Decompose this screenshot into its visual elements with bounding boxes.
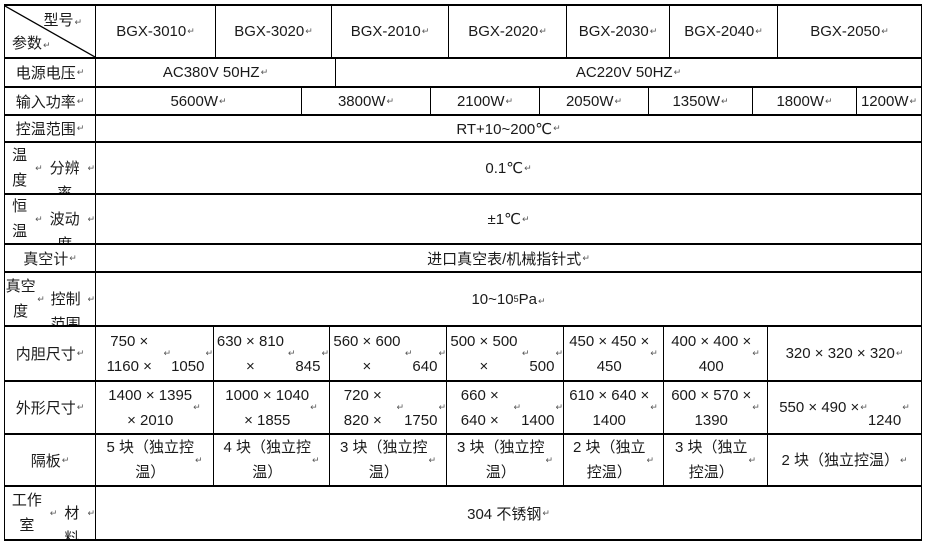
diagonal-divider xyxy=(5,6,95,57)
shelves-cell: 3 块（独立 控温） ↵ xyxy=(664,435,768,485)
resolution-row: 温度 ↵ 分辨率 ↵ 0.1℃ ↵ xyxy=(5,143,921,195)
voltage-row: 电源电压 ↵ AC380V 50HZ ↵ AC220V 50HZ ↵ xyxy=(5,59,921,88)
inner-size-cell: 750 × 1160 × ↵ 1050 ↵ xyxy=(96,327,214,380)
corner-param-label: 参数↵ xyxy=(12,35,51,52)
fluctuation-value: ±1℃ ↵ xyxy=(487,211,530,228)
outer-size-cell: 550 × 490 × ↵ 1240 ↵ xyxy=(779,399,910,429)
model-header-cell: BGX-2030 ↵ xyxy=(567,6,670,57)
corner-header-cell: 型号↵ 参数↵ xyxy=(5,6,96,57)
model-header-cell: BGX-3010 ↵ xyxy=(96,6,216,57)
outer-size-cell: 720 × 820 × ↵ 1750 ↵ xyxy=(330,382,447,433)
row-label: 恒温↵ 波动度↵ xyxy=(5,195,96,243)
voltage-380-cell: AC380V 50HZ ↵ xyxy=(96,59,336,86)
vacuum-gauge-value: 进口真空表/机械指针式 ↵ xyxy=(427,250,590,268)
row-label: 隔板 ↵ xyxy=(5,435,96,485)
shelves-row: 隔板 ↵ 5 块（独立控 温） ↵ 4 块（独立控 温） ↵ 3 块（独立控 温） ↵ … xyxy=(5,435,921,487)
inner-size-row: 内胆尺寸 ↵ 750 × 1160 × ↵ 1050 ↵ 630 × 810 × ↵… xyxy=(5,327,921,382)
row-label: 输入功率 ↵ xyxy=(5,88,96,114)
resolution-value: 0.1℃ ↵ xyxy=(485,160,532,177)
power-cell: 2100W ↵ xyxy=(431,88,540,114)
inner-size-cell: 500 × 500 × ↵ 500 ↵ xyxy=(447,327,564,380)
voltage-220-cell: AC220V 50HZ ↵ xyxy=(575,64,682,81)
power-cell: 1200W ↵ xyxy=(860,92,918,110)
power-cell: 2050W ↵ xyxy=(540,88,649,114)
outer-size-cell: 1400 × 1395 × 2010 ↵ xyxy=(96,382,214,433)
vacuum-range-base: 10~10 xyxy=(471,290,514,308)
model-header-cell: BGX-2040 ↵ xyxy=(670,6,778,57)
shelves-cell: 3 块（独立控 温） ↵ xyxy=(330,435,447,485)
row-label: 真空度 ↵ 控制范围 ↵ xyxy=(5,273,96,325)
inner-size-cell: 560 × 600 × ↵ 640 ↵ xyxy=(330,327,447,380)
outer-size-cell: 660 × 640 × ↵ 1400 ↵ xyxy=(447,382,564,433)
vacuum-range-value: 10~10 5 Pa↵ xyxy=(471,290,546,308)
model-header-cell: BGX-2010 ↵ xyxy=(332,6,449,57)
material-row: 工作室 ↵ 材料 ↵ 304 不锈钢 ↵ xyxy=(5,487,921,539)
row-label: 控温范围 ↵ xyxy=(5,116,96,141)
inner-size-cell: 320 × 320 × 320 ↵ xyxy=(785,345,904,362)
shelves-cell: 2 块（独立控温） ↵ xyxy=(781,451,908,469)
row-label: 真空计 ↵ xyxy=(5,245,96,271)
material-value: 304 不锈钢 ↵ xyxy=(467,505,550,523)
fluctuation-row: 恒温↵ 波动度↵ ±1℃↵ xyxy=(5,195,921,245)
power-cell: 3800W ↵ xyxy=(302,88,431,114)
shelves-cell: 3 块（独立控 温） ↵ xyxy=(447,435,564,485)
row-label: 外形尺寸 ↵ xyxy=(5,382,96,433)
shelves-cell: 2 块（独立 控温） ↵ xyxy=(564,435,664,485)
model-header-cell: BGX-3020 ↵ xyxy=(216,6,332,57)
model-header-cell: BGX-2050 ↵ xyxy=(810,23,889,40)
row-label: 工作室 ↵ 材料 ↵ xyxy=(5,487,96,539)
vacuum-range-row: 真空度 ↵ 控制范围 ↵ 10~10 5 Pa↵ xyxy=(5,273,921,327)
power-row: 输入功率 ↵ 5600W ↵ 3800W ↵ 2100W ↵ 2050W ↵ 1350W ↵… xyxy=(5,88,921,116)
spec-table: 型号↵ 参数↵ BGX-3010 ↵ BGX-3020 ↵ BGX-2010 ↵ BG… xyxy=(4,4,922,541)
inner-size-cell: 450 × 450 × 450 ↵ xyxy=(564,327,664,380)
vacuum-gauge-row: 真空计 ↵ 进口真空表/机械指针式 ↵ xyxy=(5,245,921,273)
outer-size-row: 外形尺寸 ↵ 1400 × 1395 × 2010 ↵ 1000 × 1040 × … xyxy=(5,382,921,435)
outer-size-cell: 1000 × 1040 × 1855 ↵ xyxy=(214,382,330,433)
outer-size-cell: 610 × 640 × 1400 ↵ xyxy=(564,382,664,433)
outer-size-cell: 600 × 570 × 1390 ↵ xyxy=(664,382,768,433)
inner-size-cell: 630 × 810 × ↵ 845 ↵ xyxy=(214,327,330,380)
temp-range-value: RT+10~200℃ ↵ xyxy=(456,120,561,138)
model-header-cell: BGX-2020 ↵ xyxy=(449,6,567,57)
inner-size-cell: 400 × 400 × 400 ↵ xyxy=(664,327,768,380)
power-cell: 1800W ↵ xyxy=(753,88,857,114)
vacuum-range-unit: Pa↵ xyxy=(518,290,546,308)
power-cell: 1350W ↵ xyxy=(649,88,753,114)
row-label: 内胆尺寸 ↵ xyxy=(5,327,96,380)
shelves-cell: 4 块（独立控 温） ↵ xyxy=(214,435,330,485)
row-label: 电源电压 ↵ xyxy=(5,59,96,86)
temp-range-row: 控温范围 ↵ RT+10~200℃ ↵ xyxy=(5,116,921,143)
shelves-cell: 5 块（独立控 温） ↵ xyxy=(96,435,214,485)
header-row: 型号↵ 参数↵ BGX-3010 ↵ BGX-3020 ↵ BGX-2010 ↵ BG… xyxy=(5,6,921,59)
row-label: 温度 ↵ 分辨率 ↵ xyxy=(5,143,96,193)
corner-model-label: 型号↵ xyxy=(43,12,82,29)
power-cell: 5600W ↵ xyxy=(96,88,302,114)
